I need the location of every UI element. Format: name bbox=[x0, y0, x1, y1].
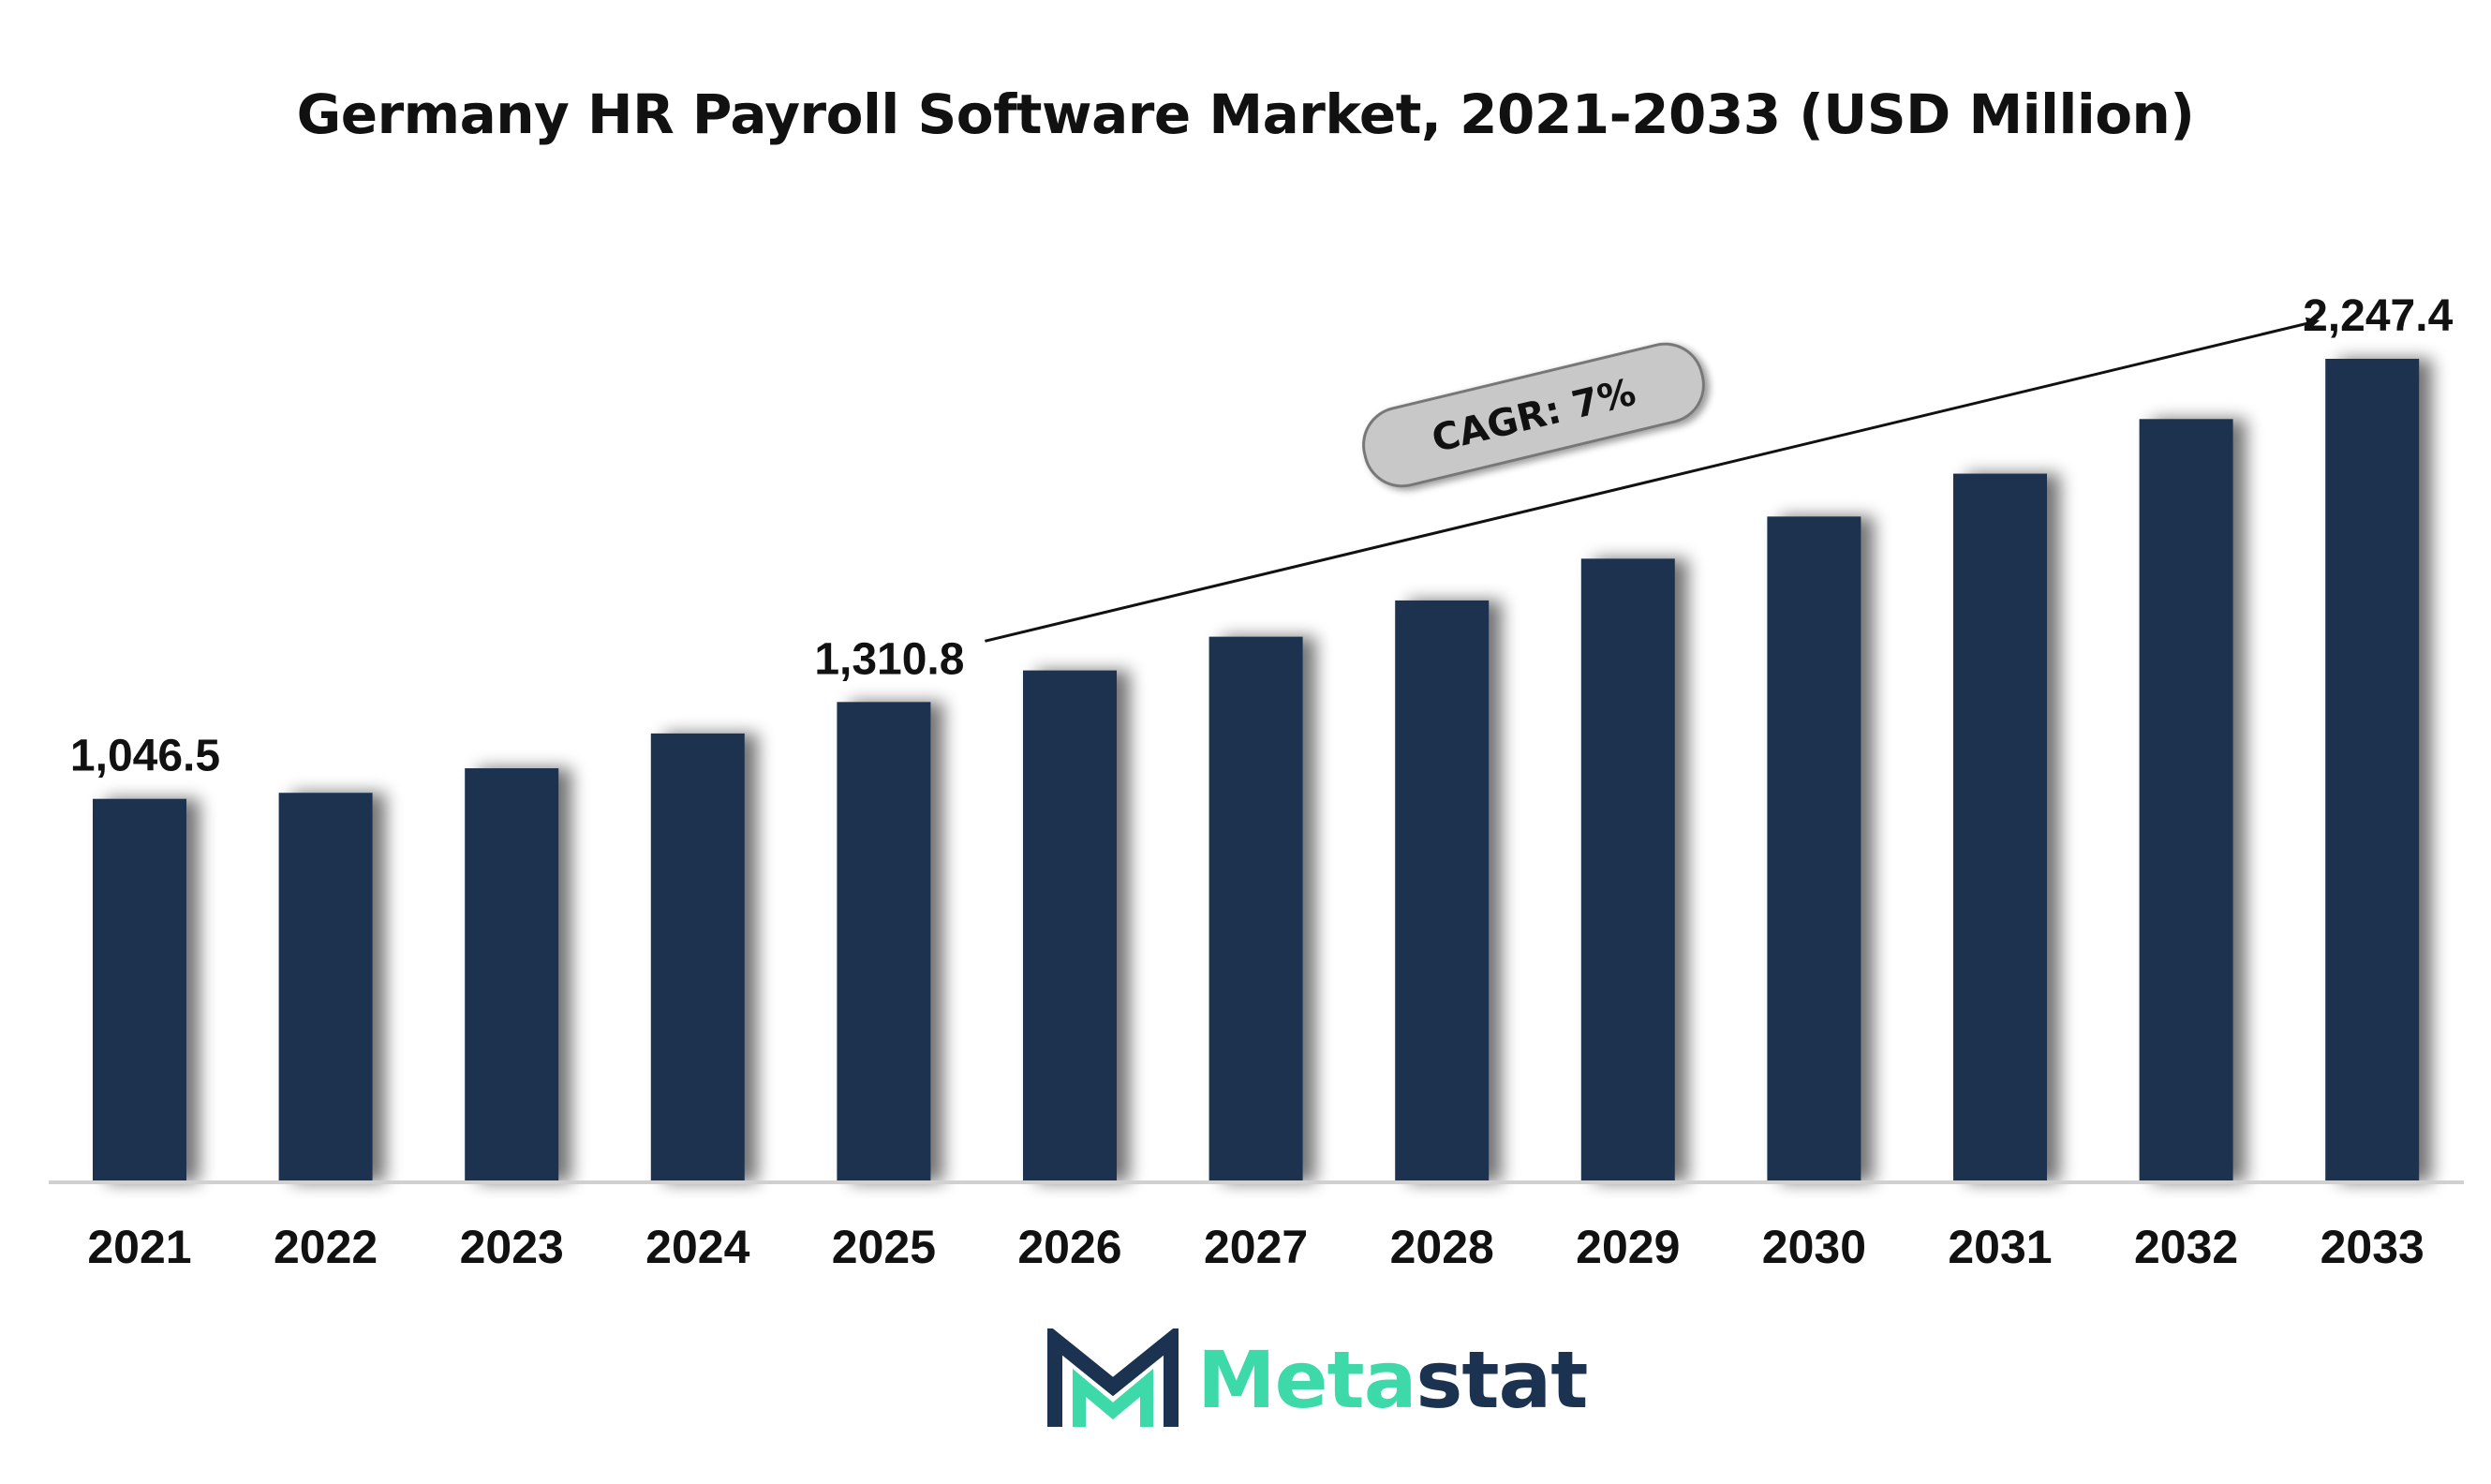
metastat-logo: Metastat bbox=[1047, 1328, 1588, 1432]
bar-2023 bbox=[465, 768, 559, 1182]
cagr-pill: CAGR: 7% bbox=[1362, 342, 1705, 488]
metastat-wordmark: Metastat bbox=[1197, 1334, 1588, 1426]
x-tick-label-2028: 2028 bbox=[1390, 1221, 1494, 1273]
brand-stat: stat bbox=[1416, 1334, 1588, 1426]
x-tick-label-2022: 2022 bbox=[274, 1221, 378, 1273]
x-tick-label-2033: 2033 bbox=[2320, 1221, 2424, 1273]
x-tick-label-2021: 2021 bbox=[87, 1221, 191, 1273]
metastat-logo-icon bbox=[1047, 1328, 1179, 1427]
bar-2027 bbox=[1208, 636, 1303, 1182]
data-label-2033: 2,247.4 bbox=[2303, 291, 2453, 341]
bar-2026 bbox=[1023, 670, 1117, 1182]
cagr-pill-background bbox=[1362, 342, 1705, 488]
x-axis-labels: 2021 2022 2023 2024 2025 2026 2027 2028 2029 2030… bbox=[87, 1221, 2424, 1273]
brand-meta: Meta bbox=[1197, 1334, 1416, 1426]
bar-2029 bbox=[1580, 558, 1675, 1182]
data-label-2021: 1,046.5 bbox=[70, 732, 220, 781]
bar-2031 bbox=[1953, 473, 2047, 1183]
bar-2028 bbox=[1395, 600, 1490, 1182]
bar-2021 bbox=[93, 798, 186, 1182]
data-label-2025: 1,310.8 bbox=[814, 634, 964, 684]
data-labels: 1,046.5 1,310.8 2,247.4 bbox=[70, 291, 2454, 781]
bar-2030 bbox=[1767, 516, 1861, 1182]
bar-2025 bbox=[837, 702, 931, 1182]
bar-2033 bbox=[2325, 359, 2420, 1182]
bar-2022 bbox=[278, 793, 373, 1182]
bar-2024 bbox=[650, 733, 745, 1182]
bar-2032 bbox=[2139, 419, 2233, 1182]
x-tick-label-2029: 2029 bbox=[1576, 1221, 1680, 1273]
bars bbox=[93, 359, 2420, 1183]
cagr-arrow bbox=[985, 317, 2320, 643]
x-tick-label-2027: 2027 bbox=[1204, 1221, 1308, 1273]
x-tick-label-2024: 2024 bbox=[645, 1221, 749, 1273]
x-tick-label-2032: 2032 bbox=[2134, 1221, 2238, 1273]
x-tick-label-2023: 2023 bbox=[460, 1221, 564, 1273]
x-tick-label-2030: 2030 bbox=[1762, 1221, 1866, 1273]
x-tick-label-2026: 2026 bbox=[1017, 1221, 1121, 1273]
chart-title: Germany HR Payroll Software Market, 2021… bbox=[296, 82, 2195, 146]
x-tick-label-2031: 2031 bbox=[1948, 1221, 2052, 1273]
x-tick-label-2025: 2025 bbox=[832, 1221, 936, 1273]
